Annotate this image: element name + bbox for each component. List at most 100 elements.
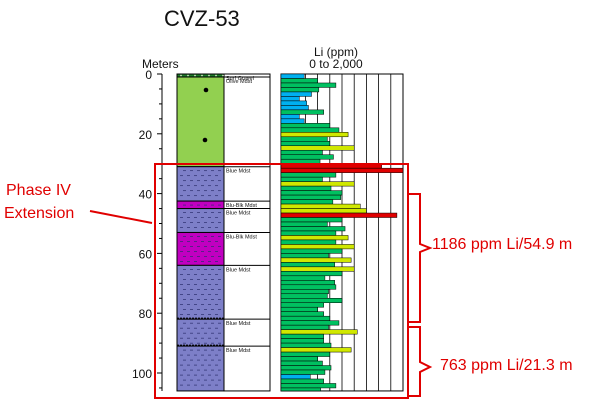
li-bar [280,333,324,339]
li-bar [280,342,332,348]
li-bar [280,387,321,392]
li-bar [280,136,328,142]
pebble-symbol [203,87,209,93]
li-bar [280,109,324,115]
gravel-symbol [222,74,224,77]
li-bar [280,383,337,389]
upper-interval-bracket [408,193,433,323]
lith-unit-label: Blue Mdst [226,321,251,327]
phase-label-line2: Extension [4,205,75,222]
lith-unit [176,264,225,320]
li-bar [280,172,337,178]
depth-tick-label: 0 [145,68,152,82]
li-bar [280,329,358,335]
li-bar [280,253,329,259]
li-bar [280,91,312,97]
li-bar [280,271,343,277]
figure-title: CVZ-53 [164,6,240,31]
lith-unit-label: Olive Mdst [226,79,252,85]
li-bar [280,226,346,232]
gravel-symbol [180,74,182,77]
lower-interval-bracket [408,326,433,397]
depth-tick-label: 20 [139,128,153,142]
li-bar [280,320,340,326]
li-bar [280,298,343,303]
li-bar [280,306,318,312]
depth-axis-label: Meters [142,57,179,71]
lith-unit [176,231,225,266]
interval-label-lower: 763 ppm Li/21.3 m [440,357,573,374]
depth-tick-label: 60 [139,247,153,261]
li-bar [280,127,340,133]
li-bar [280,360,323,366]
li-bar [280,190,343,196]
gravel-symbol [208,74,210,77]
li-bar [280,181,355,187]
phase-label-line1: Phase IV [6,182,71,199]
li-bar [280,194,342,200]
gravel-symbol [194,74,196,77]
gravel-symbol [215,74,217,77]
lith-unit-label: Blu-Blk Mdst [226,234,257,240]
li-bar [280,118,305,124]
depth-tick-label: 40 [139,188,153,202]
li-bar [280,378,324,384]
lith-unit [176,208,225,233]
li-axis-label: Li (ppm) [314,45,358,59]
li-bar [280,262,335,268]
li-bar-chart [280,73,404,392]
li-bar [280,338,324,344]
lith-unit-label: Surf Gravel [226,76,254,82]
lith-unit [176,76,225,168]
li-axis-range: 0 to 2,000 [309,57,363,71]
lith-unit [176,345,225,392]
li-bar [280,235,349,241]
li-bar [280,230,337,236]
li-bar [280,248,343,254]
li-bar [280,374,311,380]
lith-unit-label: Blu-Blk Mdst [226,203,257,209]
li-bar [280,167,404,173]
li-bar [280,356,318,362]
gravel-symbol [201,74,203,77]
li-bar [280,154,334,160]
lith-unit-label: Blue Mdst [226,348,251,354]
li-bar [280,217,343,223]
li-bar [280,347,352,353]
gravel-symbol [187,74,189,77]
li-bar [280,311,324,317]
li-bar [280,284,337,290]
li-bar [280,132,349,138]
depth-axis: 0 20 40 60 80 100 [132,68,163,391]
li-bar [280,244,355,250]
depth-tick-label: 80 [139,307,153,321]
li-bar [280,365,332,371]
depth-tick-label: 100 [132,367,152,381]
li-bar [280,82,337,88]
li-bar [280,275,326,281]
phase-iv-pointer [89,210,153,224]
li-bar [280,176,323,182]
li-bar [280,100,307,106]
li-bar [280,96,300,102]
li-bar [280,289,329,295]
li-bar [280,257,352,263]
lith-unit-label: Blue Mdst [226,211,251,217]
li-bar [280,145,355,151]
li-bar [280,73,305,79]
li-bar [280,141,331,147]
li-bar [280,114,300,120]
interval-label-upper: 1186 ppm Li/54.9 m [432,236,573,253]
li-bar [280,87,320,93]
li-bar [280,123,331,129]
li-bar [280,78,318,84]
annotations [89,163,433,399]
li-bar [280,315,331,321]
lith-unit [176,318,225,347]
li-bar [280,199,334,205]
lith-unit-label: Blue Mdst [226,267,251,273]
li-bar [280,212,398,218]
li-bar [280,208,367,214]
